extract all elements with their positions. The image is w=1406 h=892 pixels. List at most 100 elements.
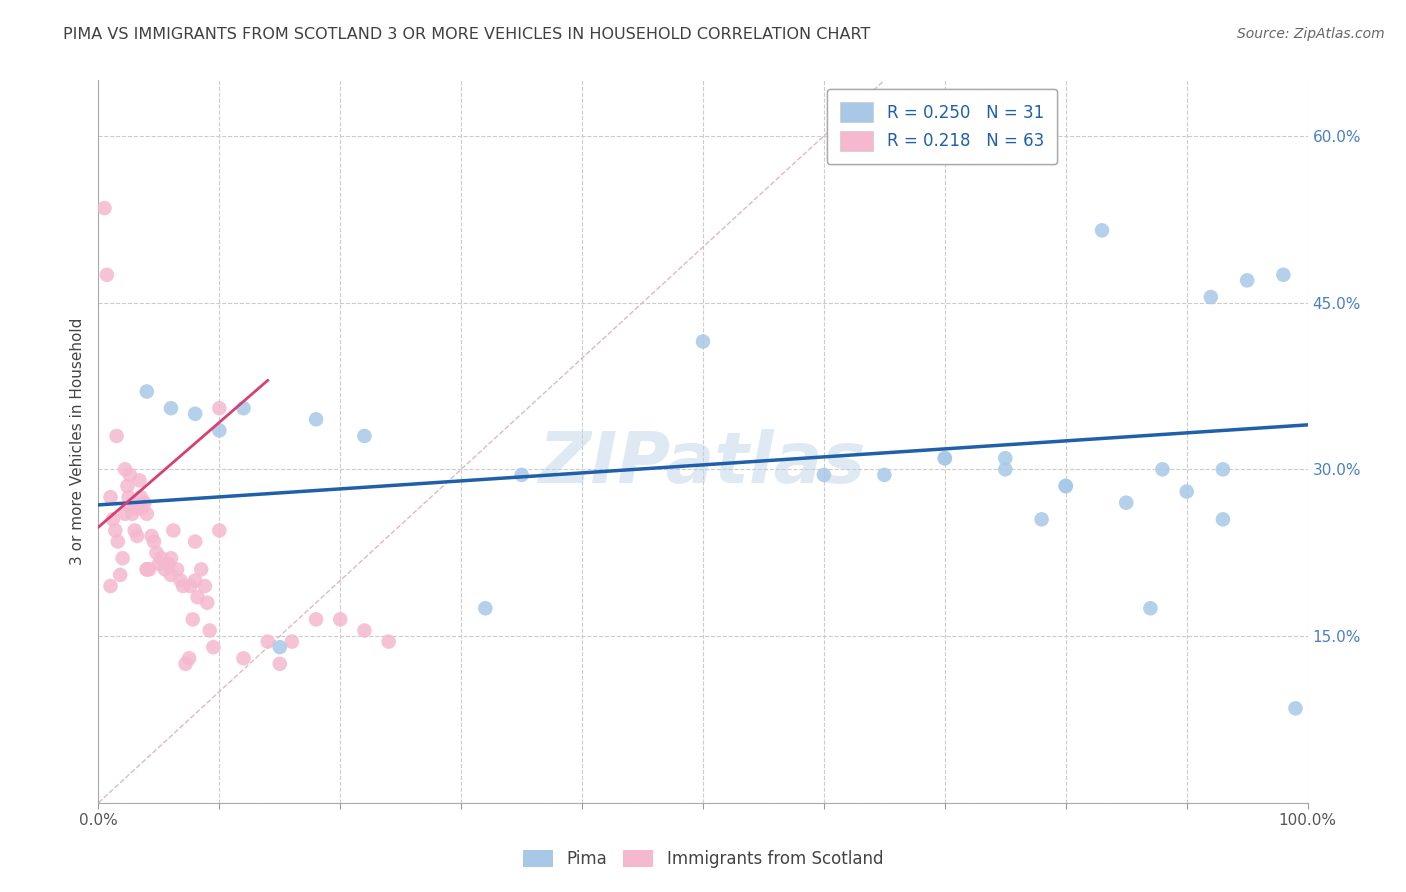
Point [184,534,207,549]
Point [135,384,157,399]
Point [181,612,204,626]
Point [1152,462,1174,476]
Point [187,590,209,604]
Point [184,407,207,421]
Point [202,640,225,655]
Point [692,334,714,349]
Point [143,534,166,549]
Point [127,529,149,543]
Point [1175,484,1198,499]
Point [121,507,143,521]
Y-axis label: 3 or more Vehicles in Household: 3 or more Vehicles in Household [70,318,86,566]
Point [114,507,136,521]
Point [100,579,122,593]
Point [96,268,118,282]
Point [114,462,136,476]
Point [232,651,254,665]
Point [174,657,197,671]
Point [135,507,157,521]
Point [353,429,375,443]
Point [1199,290,1222,304]
Point [934,451,956,466]
Point [510,467,533,482]
Point [179,579,201,593]
Legend: Pima, Immigrants from Scotland: Pima, Immigrants from Scotland [516,843,890,875]
Point [1236,273,1258,287]
Point [1115,496,1137,510]
Point [1054,479,1077,493]
Point [195,596,218,610]
Point [117,479,139,493]
Point [198,624,221,638]
Legend: R = 0.250   N = 31, R = 0.218   N = 63: R = 0.250 N = 31, R = 0.218 N = 63 [827,88,1057,164]
Point [129,490,152,504]
Point [105,429,128,443]
Point [994,462,1017,476]
Point [131,501,153,516]
Point [160,568,183,582]
Point [124,524,146,538]
Point [184,574,207,588]
Point [141,529,163,543]
Point [104,524,127,538]
Point [107,534,129,549]
Point [1212,512,1234,526]
Point [256,634,278,648]
Point [128,474,150,488]
Text: ZIPatlas: ZIPatlas [540,429,866,498]
Point [150,551,173,566]
Point [1091,223,1114,237]
Point [1031,512,1053,526]
Point [160,551,183,566]
Point [148,557,170,571]
Point [208,524,231,538]
Point [194,579,217,593]
Point [190,562,212,576]
Point [120,501,142,516]
Point [269,657,291,671]
Point [934,451,956,466]
Point [134,496,156,510]
Point [138,562,160,576]
Point [353,624,375,638]
Point [108,568,131,582]
Point [118,490,141,504]
Point [305,412,328,426]
Point [208,401,231,416]
Point [179,651,201,665]
Point [1139,601,1161,615]
Point [101,512,124,526]
Point [118,467,141,482]
Point [813,467,835,482]
Point [93,201,115,215]
Point [208,424,231,438]
Text: PIMA VS IMMIGRANTS FROM SCOTLAND 3 OR MORE VEHICLES IN HOUSEHOLD CORRELATION CHA: PIMA VS IMMIGRANTS FROM SCOTLAND 3 OR MO… [63,27,870,42]
Point [377,634,399,648]
Point [111,551,134,566]
Point [135,562,157,576]
Text: Source: ZipAtlas.com: Source: ZipAtlas.com [1237,27,1385,41]
Point [166,562,188,576]
Point [169,574,191,588]
Point [1284,701,1306,715]
Point [172,579,194,593]
Point [160,401,183,416]
Point [157,557,180,571]
Point [232,401,254,416]
Point [1054,479,1077,493]
Point [329,612,352,626]
Point [269,640,291,655]
Point [100,490,122,504]
Point [1212,462,1234,476]
Point [281,634,304,648]
Point [994,451,1017,466]
Point [135,562,157,576]
Point [1272,268,1295,282]
Point [162,524,184,538]
Point [474,601,496,615]
Point [124,501,146,516]
Point [153,562,176,576]
Point [145,546,167,560]
Point [305,612,328,626]
Point [873,467,896,482]
